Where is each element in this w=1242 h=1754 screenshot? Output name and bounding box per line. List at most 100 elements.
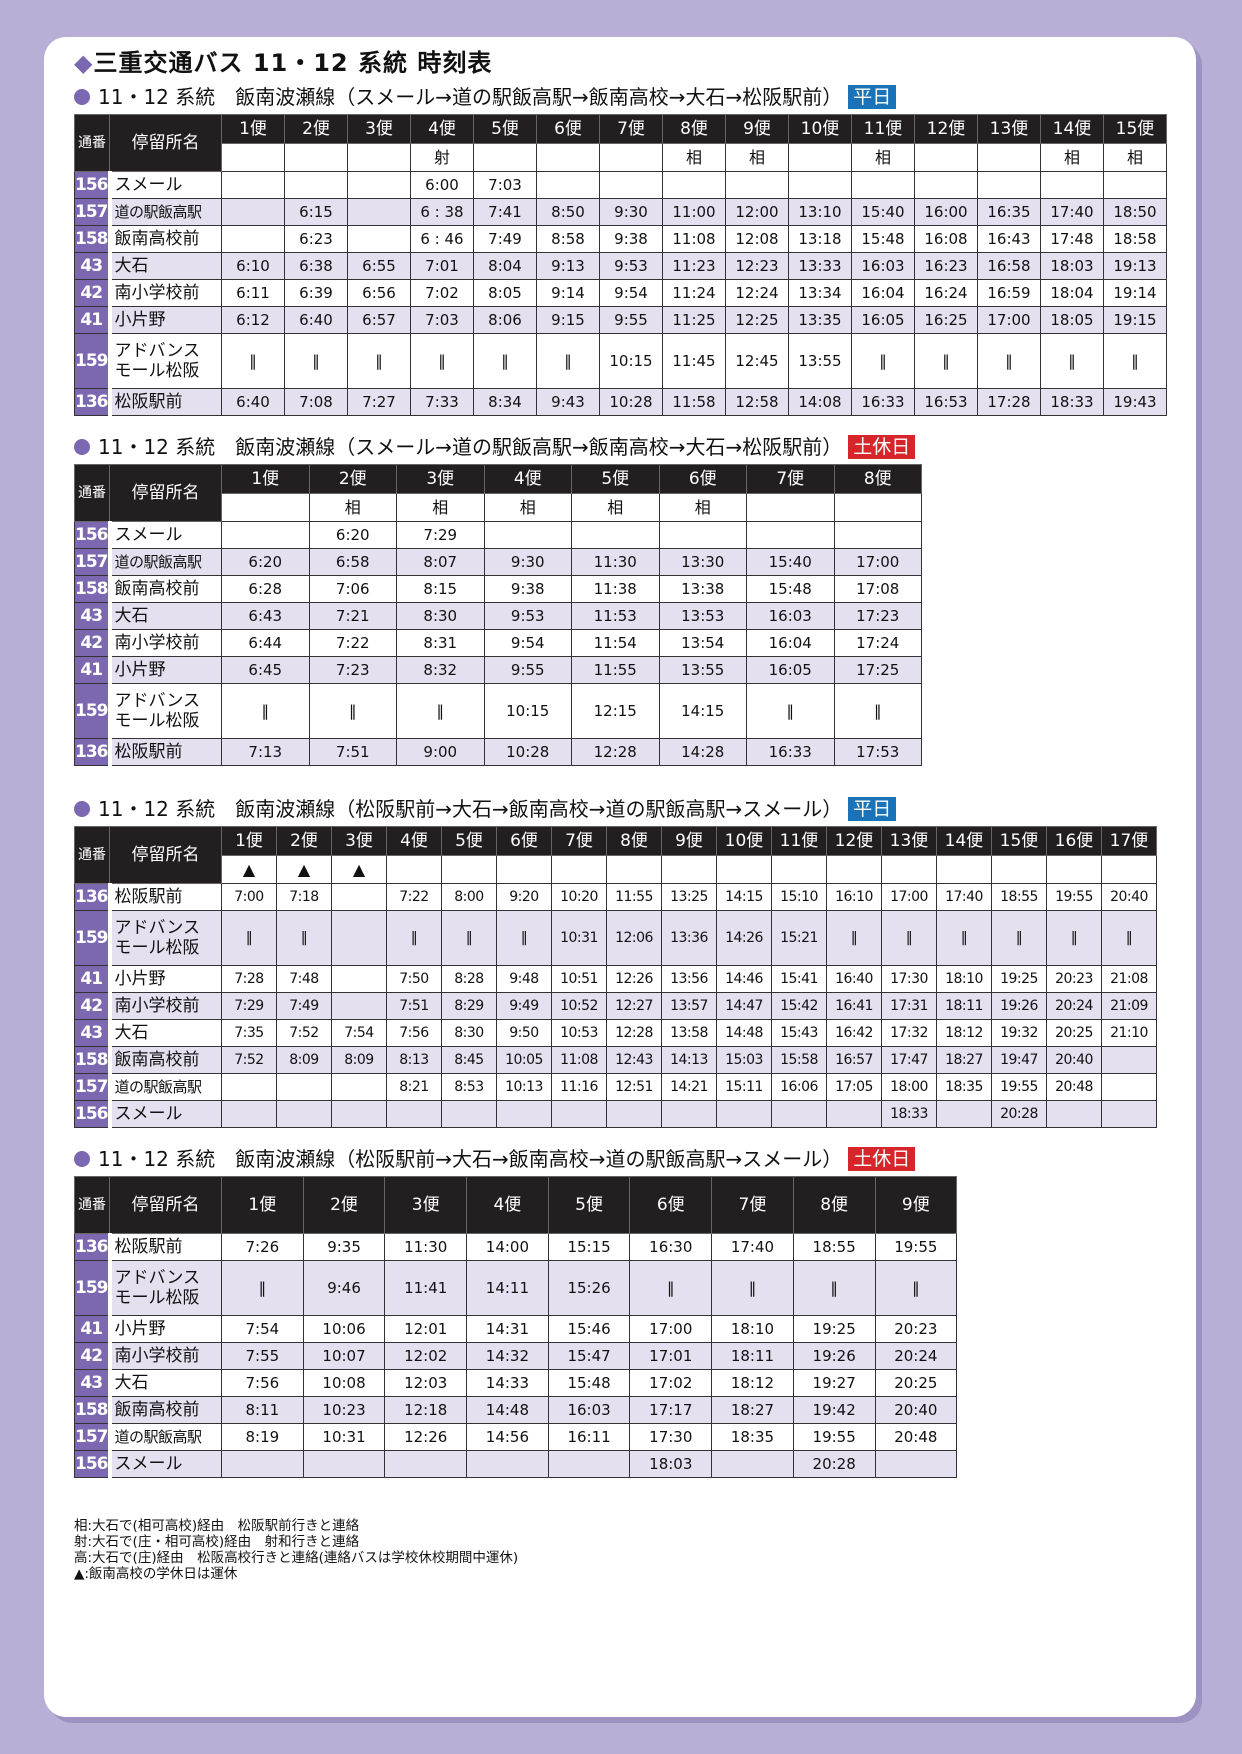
departure-time <box>331 992 387 1020</box>
stop-name: 松阪駅前 <box>109 388 222 416</box>
departure-time <box>547 1450 631 1478</box>
departure-time: 15:43 <box>771 1019 827 1047</box>
departure-time: 9:54 <box>483 629 572 657</box>
stop-name: 小片野 <box>109 306 222 334</box>
departure-time: 18:11 <box>711 1342 794 1370</box>
section-title: 11・12 系統 飯南波瀬線（松阪駅前→大石→飯南高校→道の駅飯高駅→スメール）… <box>74 1146 1184 1172</box>
departure-time: 12:03 <box>384 1369 468 1397</box>
departure-time <box>276 1073 332 1101</box>
departure-time: ‖ <box>221 683 310 739</box>
departure-time <box>711 1450 794 1478</box>
departure-time: 18:12 <box>711 1369 794 1397</box>
stop-number: 42 <box>74 279 112 307</box>
departure-time: 15:21 <box>771 910 827 966</box>
departure-time: 14:56 <box>466 1423 549 1451</box>
departure-time: 18:03 <box>629 1450 713 1478</box>
departure-time <box>221 1450 304 1478</box>
route-title: 11・12 系統 飯南波瀬線（松阪駅前→大石→飯南高校→道の駅飯高駅→スメール） <box>98 797 843 821</box>
departure-time: 17:40 <box>1040 198 1104 226</box>
departure-time <box>1040 171 1104 199</box>
departure-time: 17:02 <box>629 1369 713 1397</box>
departure-time: 19:42 <box>792 1396 876 1424</box>
stop-number: 159 <box>74 910 112 966</box>
departure-time: 7:54 <box>221 1315 304 1343</box>
departure-time <box>496 1100 552 1128</box>
departure-time: 6:11 <box>221 279 285 307</box>
departure-time <box>384 1450 468 1478</box>
stop-name: 飯南高校前 <box>109 1396 222 1424</box>
table-row: 159 アドバンス モール松阪 ‖ ‖ ‖ 10:15 12:15 14:15 ‖ ‖ <box>74 683 922 739</box>
stop-number: 157 <box>74 548 112 576</box>
table-row: 43 大石 6:10 6:38 6:55 7:01 8:04 9:13 9:53 11:23 12:… <box>74 252 1167 280</box>
departure-time: 13:25 <box>661 883 717 911</box>
stop-number: 159 <box>74 1260 112 1316</box>
departure-time: 12:26 <box>606 965 662 993</box>
stop-name: 南小学校前 <box>109 1342 222 1370</box>
departure-time: 18:35 <box>711 1423 794 1451</box>
departure-time: 13:30 <box>658 548 747 576</box>
departure-time: ‖ <box>711 1260 794 1316</box>
departure-time <box>221 198 285 226</box>
trip-header: 3便 <box>384 1176 468 1234</box>
trip-header: 11便 <box>771 826 827 856</box>
trip-note <box>746 493 835 522</box>
route-title: 11・12 系統 飯南波瀬線（松阪駅前→大石→飯南高校→道の駅飯高駅→スメール） <box>98 1147 843 1171</box>
departure-time <box>571 521 660 549</box>
departure-time: 8:30 <box>441 1019 497 1047</box>
departure-time: ‖ <box>1040 333 1104 389</box>
departure-time: 8:13 <box>386 1046 442 1074</box>
departure-time: 10:08 <box>302 1369 386 1397</box>
stop-number: 159 <box>74 683 112 739</box>
departure-time: 14:28 <box>658 738 747 766</box>
trip-note: 相 <box>1103 143 1167 172</box>
departure-time: 7:29 <box>221 992 277 1020</box>
trip-header: 8便 <box>606 826 662 856</box>
trip-header: 6便 <box>496 826 552 856</box>
departure-time: 7:13 <box>221 738 310 766</box>
trip-note <box>221 143 285 172</box>
departure-time: 18:11 <box>936 992 992 1020</box>
trip-header: 5便 <box>547 1176 631 1234</box>
table-row: 158 飯南高校前 7:52 8:09 8:09 8:13 8:45 10:05 11:08 12… <box>74 1046 1157 1074</box>
departure-time: 20:40 <box>1101 883 1157 911</box>
departure-time: 19:55 <box>991 1073 1047 1101</box>
departure-time: 16:23 <box>914 252 978 280</box>
departure-time: 17:47 <box>881 1046 937 1074</box>
departure-time: 7:52 <box>221 1046 277 1074</box>
departure-time: ‖ <box>386 910 442 966</box>
trip-note <box>661 855 717 884</box>
table-row: 42 南小学校前 7:29 7:49 7:51 8:29 9:49 10:52 12:27 13:… <box>74 992 1157 1020</box>
stop-name: 道の駅飯高駅 <box>109 1423 222 1451</box>
departure-time: 13:35 <box>788 306 852 334</box>
trip-header: 5便 <box>473 114 537 144</box>
departure-time: 16:42 <box>826 1019 882 1047</box>
table-row: 156 スメール 6:00 7:03 <box>74 171 1167 199</box>
departure-time: 6:45 <box>221 656 310 684</box>
departure-time: 7:33 <box>410 388 474 416</box>
departure-time: 11:54 <box>571 629 660 657</box>
departure-time: ‖ <box>441 910 497 966</box>
departure-time: 20:40 <box>1046 1046 1102 1074</box>
trip-header: 14便 <box>1040 114 1104 144</box>
table-row: 41 小片野 7:28 7:48 7:50 8:28 9:48 10:51 12:26 13:56… <box>74 965 1157 993</box>
departure-time: 18:04 <box>1040 279 1104 307</box>
departure-time <box>914 171 978 199</box>
departure-time: 8:00 <box>441 883 497 911</box>
departure-time: 7:00 <box>221 883 277 911</box>
departure-time: 20:23 <box>874 1315 958 1343</box>
departure-time: 20:48 <box>874 1423 958 1451</box>
trip-header: 6便 <box>536 114 600 144</box>
departure-time <box>936 1100 992 1128</box>
departure-time: 17:00 <box>977 306 1041 334</box>
footnote: 射:大石で(庄・相可高校)経由 射和行きと連絡 <box>74 1534 360 1550</box>
departure-time: 7:22 <box>308 629 397 657</box>
departure-time: 12:02 <box>384 1342 468 1370</box>
departure-time: 6:20 <box>308 521 397 549</box>
departure-time: 14:21 <box>661 1073 717 1101</box>
departure-time: 7:03 <box>473 171 537 199</box>
departure-time <box>347 225 411 253</box>
departure-time: 17:23 <box>833 602 922 630</box>
trip-header: 16便 <box>1046 826 1102 856</box>
page-title: ◆三重交通バス 11・12 系統 時刻表 <box>74 48 1184 78</box>
stop-number: 136 <box>74 738 112 766</box>
